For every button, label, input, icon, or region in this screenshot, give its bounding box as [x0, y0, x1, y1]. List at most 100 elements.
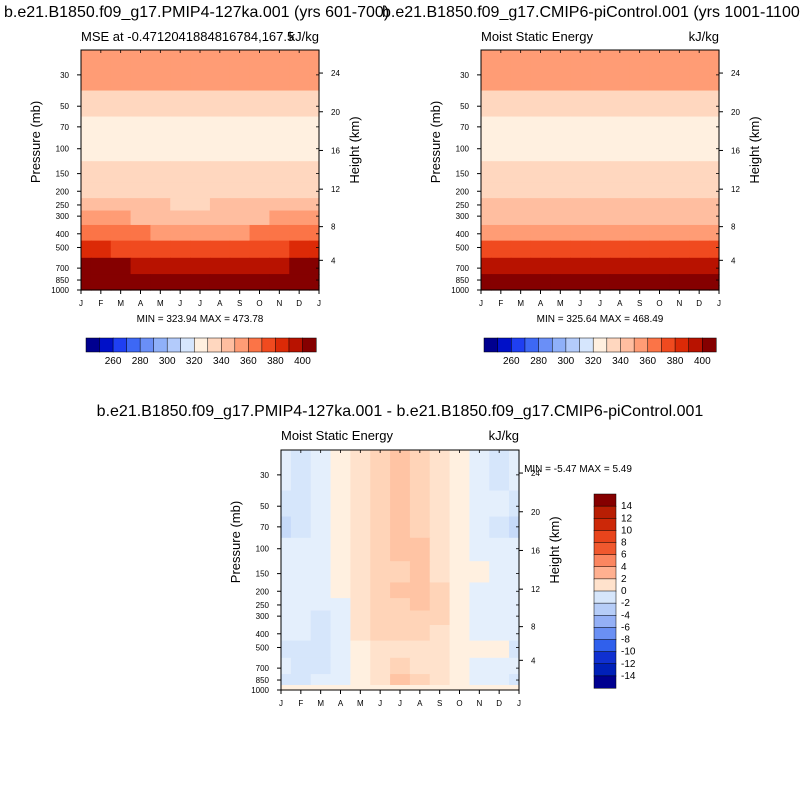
field-cell-12-11 — [689, 285, 710, 291]
field-cell-1-4 — [550, 90, 571, 118]
field-cell-6-10 — [469, 598, 490, 612]
colorbar-swatch-15 — [688, 337, 703, 353]
field-cell-10-11 — [289, 257, 310, 275]
field-cell-3-12 — [709, 137, 720, 162]
field-cell-11-7 — [609, 274, 631, 286]
field-cell-2-0 — [481, 116, 492, 139]
field-cell-9-8 — [429, 640, 451, 659]
field-cell-10-1 — [290, 657, 312, 675]
field-cell-0-6 — [590, 50, 611, 92]
field-cell-8-8 — [629, 224, 651, 242]
field-cell-5-9 — [249, 182, 271, 199]
x-tick-label-1: F — [298, 699, 303, 708]
field-cell-3-10 — [269, 137, 290, 162]
field-cell-1-9 — [649, 90, 671, 118]
field-cell-10-2 — [510, 257, 532, 275]
field-cell-10-10 — [669, 257, 690, 275]
field-cell-11-0 — [281, 674, 292, 686]
y-right-tick-label-16: 16 — [731, 146, 740, 155]
colorbar-label-6: 6 — [621, 550, 627, 561]
field-cell-1-8 — [229, 90, 251, 118]
field-cell-1-10 — [669, 90, 690, 118]
field-cell-0-10 — [269, 50, 290, 92]
field-cell-11-6 — [390, 674, 411, 686]
field-cell-10-1 — [90, 257, 112, 275]
field-cell-12-2 — [510, 285, 532, 291]
field-cell-9-7 — [209, 240, 231, 259]
x-tick-label-0: J — [279, 699, 283, 708]
field-cell-11-10 — [269, 274, 290, 286]
field-cell-10-12 — [509, 657, 520, 675]
field-cell-7-6 — [190, 210, 211, 226]
y-right-tick-label-20: 20 — [531, 508, 540, 517]
field-cell-5-4 — [150, 182, 171, 199]
field-cell-2-4 — [150, 116, 171, 139]
y-tick-label-400: 400 — [256, 630, 270, 639]
field-cell-8-8 — [229, 224, 251, 242]
field-cell-3-5 — [370, 537, 391, 562]
field-cell-1-3 — [130, 90, 152, 118]
field-cell-1-12 — [309, 90, 320, 118]
x-tick-label-1: F — [498, 299, 503, 308]
field-cell-5-5 — [570, 182, 591, 199]
field-cell-4-6 — [190, 161, 211, 184]
field-cell-7-8 — [629, 210, 651, 226]
field-cell-2-0 — [281, 516, 292, 539]
field-cell-8-6 — [390, 624, 411, 642]
field-cell-7-1 — [490, 210, 512, 226]
field-cell-7-5 — [170, 210, 191, 226]
field-cell-4-11 — [289, 161, 310, 184]
y-tick-label-500: 500 — [56, 243, 70, 252]
colorbar-swatch-2 — [112, 337, 128, 353]
y-right-tick-label-20: 20 — [731, 108, 740, 117]
colorbar-label-260: 260 — [503, 356, 520, 367]
y-tick-label-250: 250 — [256, 601, 270, 610]
field-cell-3-1 — [490, 137, 512, 162]
field-cell-11-9 — [449, 674, 471, 686]
plot-subtitle: MSE at -0.4712041884816784,167.5 — [81, 29, 294, 44]
field-cell-7-2 — [510, 210, 532, 226]
y-tick-label-150: 150 — [456, 170, 470, 179]
field-cell-0-3 — [530, 50, 552, 92]
field-cell-5-6 — [190, 182, 211, 199]
plot-subtitle: Moist Static Energy — [481, 29, 593, 44]
x-tick-label-10: N — [676, 299, 682, 308]
field-cell-8-11 — [689, 224, 710, 242]
field-cell-6-5 — [570, 198, 591, 212]
field-cell-3-8 — [229, 137, 251, 162]
field-cell-4-8 — [429, 561, 451, 584]
field-cell-11-8 — [229, 274, 251, 286]
colorbar-swatch-0 — [593, 493, 617, 507]
field-cell-0-2 — [310, 450, 332, 492]
colorbar-swatch-9 — [606, 337, 622, 353]
field-cell-0-8 — [229, 50, 251, 92]
field-cell-3-2 — [110, 137, 132, 162]
field-cell-1-5 — [170, 90, 191, 118]
field-cell-5-11 — [489, 582, 510, 599]
field-cell-0-1 — [90, 50, 112, 92]
field-cell-2-8 — [229, 116, 251, 139]
field-cell-8-11 — [489, 624, 510, 642]
field-cell-10-0 — [281, 657, 292, 675]
colorbar-label-400: 400 — [294, 356, 311, 367]
field-cell-7-4 — [550, 210, 571, 226]
field-cell-1-6 — [390, 490, 411, 518]
field-cell-3-0 — [81, 137, 92, 162]
field-cell-0-10 — [669, 50, 690, 92]
field-cell-1-9 — [449, 490, 471, 518]
field-cell-3-12 — [509, 537, 520, 562]
field-cell-3-9 — [449, 537, 471, 562]
field-cell-4-5 — [370, 561, 391, 584]
colorbar-label--10: -10 — [621, 647, 636, 658]
field-cell-2-9 — [249, 116, 271, 139]
field-cell-4-4 — [150, 161, 171, 184]
field-cell-8-2 — [310, 624, 332, 642]
colorbar-label-340: 340 — [213, 356, 230, 367]
field-cell-7-0 — [481, 210, 492, 226]
y-tick-label-100: 100 — [56, 145, 70, 154]
field-cell-5-10 — [669, 182, 690, 199]
field-cell-7-8 — [429, 610, 451, 626]
field-cell-7-4 — [150, 210, 171, 226]
field-cell-3-9 — [649, 137, 671, 162]
colorbar-swatch-3 — [524, 337, 540, 353]
